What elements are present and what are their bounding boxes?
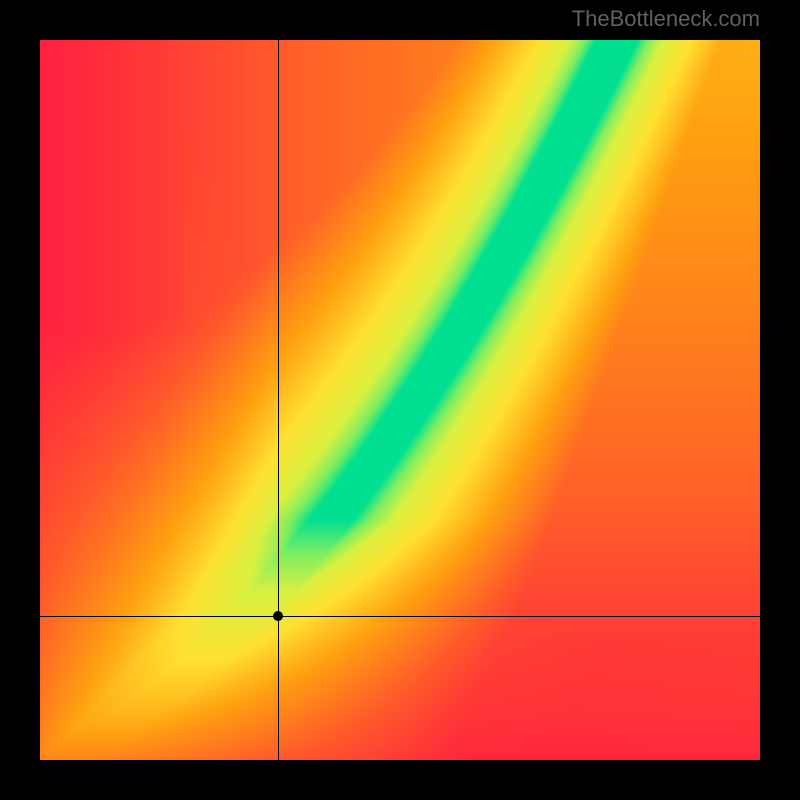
chart-container: TheBottleneck.com xyxy=(0,0,800,800)
bottleneck-heatmap xyxy=(40,40,760,760)
plot-area xyxy=(40,40,760,760)
watermark-text: TheBottleneck.com xyxy=(572,6,760,32)
crosshair-horizontal xyxy=(40,616,760,617)
crosshair-vertical xyxy=(278,40,279,760)
crosshair-marker-dot xyxy=(273,611,283,621)
